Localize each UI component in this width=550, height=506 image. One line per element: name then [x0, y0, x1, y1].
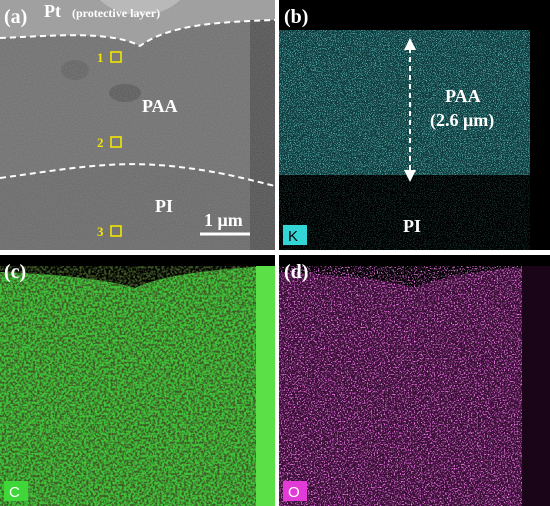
scale-bar-label: 1 μm [204, 210, 243, 230]
region-label: PI [155, 196, 173, 216]
region-label: PAA [445, 86, 481, 106]
element-label: K [288, 228, 298, 245]
region-label: PI [403, 216, 421, 236]
panel-label: (b) [284, 6, 308, 28]
point-label: 1 [97, 50, 104, 65]
panel-label: (c) [4, 261, 26, 283]
panel-label: (a) [4, 6, 27, 28]
layer-label: Pt [44, 1, 61, 21]
panel-c [0, 255, 275, 506]
region-label: PAA [142, 96, 178, 116]
layer-note: (protective layer) [72, 6, 160, 20]
point-label: 2 [97, 135, 104, 150]
element-label: C [9, 484, 20, 501]
panel-a [0, 0, 275, 250]
point-label: 3 [97, 224, 104, 239]
element-label: O [288, 484, 300, 501]
thickness-label: (2.6 μm) [430, 110, 494, 131]
panel-label: (d) [284, 261, 308, 283]
panel-b [279, 0, 550, 250]
panel-d [279, 255, 550, 506]
